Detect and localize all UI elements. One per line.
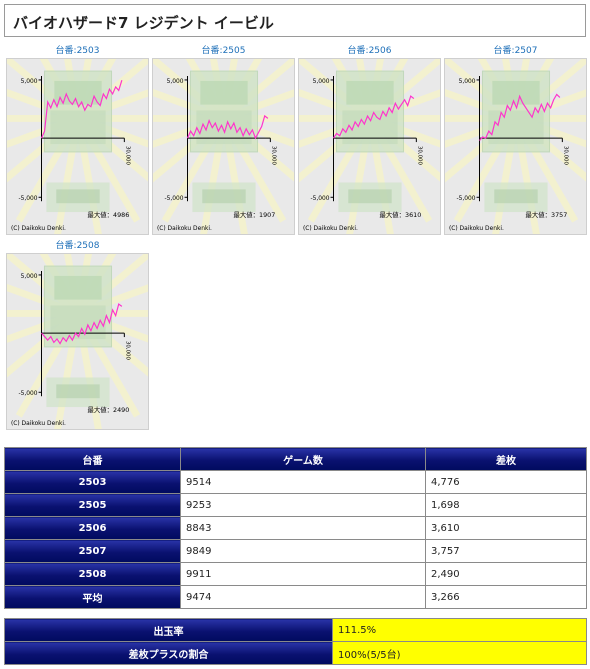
machine-link[interactable]: 台番:2503 [55,46,100,56]
y-axis-top-label: 5,000 [459,79,476,85]
copyright-text: (C) Daikoku Denki. [157,226,212,232]
payout-rate-label: 出玉率 [4,618,333,642]
slump-line [333,95,415,139]
y-axis-bottom-label: -5,000 [311,196,330,202]
slump-line [186,114,269,140]
payout-rate-value: 111.5% [332,618,587,642]
table-row: 2505 9253 1,698 [4,493,587,517]
machine-link[interactable]: 台番:2506 [347,46,392,56]
difference-cell: 3,757 [425,539,587,563]
graph-background [7,254,148,429]
difference-cell: 3,266 [425,585,587,609]
summary-row-payout: 出玉率 111.5% [4,618,587,642]
max-value-label: 最大値：4986 [87,210,129,219]
max-value-label: 最大値：3757 [525,210,567,219]
page-title: バイオハザード7 レジデント イービル [13,14,274,32]
max-value-label: 最大値：1907 [233,210,275,219]
slump-graph[interactable]: 5,000 -5,000 30,000 最大値：3610 (C) Daikoku Den… [298,58,441,235]
machine-table: 台番 ゲーム数 差枚 2503 9514 4,776 2505 9253 1,698 250… [4,447,587,609]
y-axis-bottom-label: -5,000 [165,196,184,202]
x-axis-end-label: 30,000 [416,146,422,165]
graph-axes [476,76,563,202]
difference-cell: 3,610 [425,516,587,540]
difference-cell: 1,698 [425,493,587,517]
header-game-count: ゲーム数 [180,447,426,471]
copyright-text: (C) Daikoku Denki. [449,226,504,232]
x-axis-end-label: 30,000 [270,146,276,165]
machine-link[interactable]: 台番:2505 [201,46,246,56]
game-count-cell: 9253 [180,493,426,517]
graph-cell: 台番:2507 5,000 -5,000 30,000 最大値：3757 (C) Daik… [444,45,587,235]
graph-cell: 台番:2503 5,000 -5,000 30,000 最大値：4986 (C) Daik… [6,45,149,235]
game-count-cell: 9474 [180,585,426,609]
machine-number-cell: 2508 [4,562,181,586]
machine-link[interactable]: 台番:2507 [493,46,538,56]
slump-graph[interactable]: 5,000 -5,000 30,000 最大値：3757 (C) Daikoku Den… [444,58,587,235]
plus-ratio-label: 差枚プラスの割合 [4,641,333,665]
copyright-text: (C) Daikoku Denki. [303,226,358,232]
machine-number-cell: 2506 [4,516,181,540]
header-difference: 差枚 [425,447,587,471]
graph-axes [330,76,417,202]
x-axis-end-label: 30,000 [124,341,130,360]
x-axis-end-label: 30,000 [562,146,568,165]
graph-cell: 台番:2508 5,000 -5,000 30,000 最大値：2490 (C) Daik… [6,240,149,430]
slump-line [41,303,123,345]
table-header-row: 台番 ゲーム数 差枚 [4,447,587,471]
y-axis-top-label: 5,000 [167,79,184,85]
y-axis-top-label: 5,000 [313,79,330,85]
slump-line [40,79,123,139]
slump-graph[interactable]: 5,000 -5,000 30,000 最大値：1907 (C) Daikoku Den… [152,58,295,235]
table-row: 2508 9911 2,490 [4,562,587,586]
summary-row-plus: 差枚プラスの割合 100%(5/5台) [4,641,587,665]
table-row: 2506 8843 3,610 [4,516,587,540]
game-count-cell: 9911 [180,562,426,586]
slump-line [479,93,561,141]
game-count-cell: 8843 [180,516,426,540]
header-machine-number: 台番 [4,447,181,471]
difference-cell: 2,490 [425,562,587,586]
copyright-text: (C) Daikoku Denki. [11,421,66,427]
slump-graph[interactable]: 5,000 -5,000 30,000 最大値：2490 (C) Daikoku Den… [6,253,149,430]
summary-table: 出玉率 111.5% 差枚プラスの割合 100%(5/5台) [4,618,587,665]
game-count-cell: 9849 [180,539,426,563]
graph-cell: 台番:2505 5,000 -5,000 30,000 最大値：1907 (C) Daik… [152,45,295,235]
table-row: 2503 9514 4,776 [4,470,587,494]
graph-cell: 台番:2506 5,000 -5,000 30,000 最大値：3610 (C) Daik… [298,45,441,235]
table-row: 2507 9849 3,757 [4,539,587,563]
plus-ratio-value: 100%(5/5台) [332,641,587,665]
y-axis-bottom-label: -5,000 [457,196,476,202]
max-value-label: 最大値：3610 [379,210,421,219]
slump-graph[interactable]: 5,000 -5,000 30,000 最大値：4986 (C) Daikoku Den… [6,58,149,235]
graph-axes [184,76,271,202]
y-axis-bottom-label: -5,000 [19,391,38,397]
table-row: 平均 9474 3,266 [4,585,587,609]
machine-number-cell: 2503 [4,470,181,494]
graph-axes [38,76,125,202]
max-value-label: 最大値：2490 [87,405,129,414]
machine-number-cell: 平均 [4,585,181,609]
difference-cell: 4,776 [425,470,587,494]
page-title-box: バイオハザード7 レジデント イービル [4,4,586,37]
machine-number-cell: 2505 [4,493,181,517]
graph-background [299,59,440,234]
copyright-text: (C) Daikoku Denki. [11,226,66,232]
machine-number-cell: 2507 [4,539,181,563]
x-axis-end-label: 30,000 [124,146,130,165]
game-count-cell: 9514 [180,470,426,494]
y-axis-top-label: 5,000 [21,274,38,280]
machine-link[interactable]: 台番:2508 [55,241,100,251]
y-axis-bottom-label: -5,000 [19,196,38,202]
y-axis-top-label: 5,000 [21,79,38,85]
